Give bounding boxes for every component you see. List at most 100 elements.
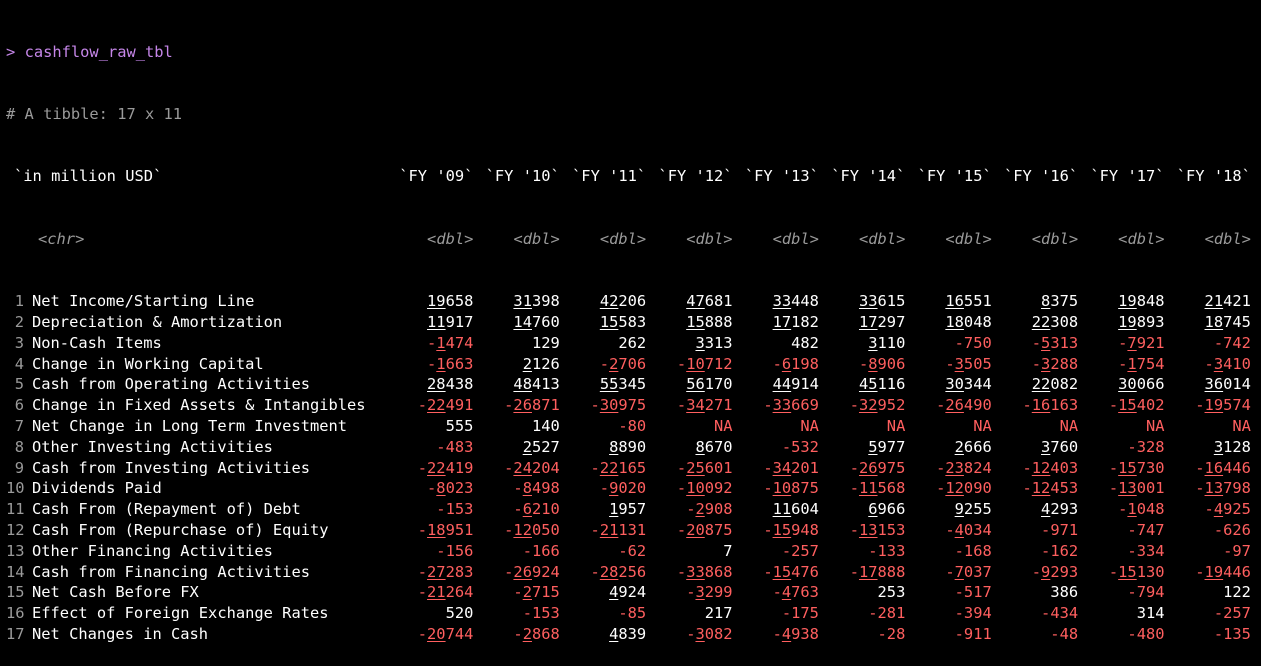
table-cell: 30066 bbox=[1118, 375, 1165, 394]
table-cell: 314 bbox=[1136, 604, 1165, 623]
table-cell: 4924 bbox=[609, 583, 647, 602]
column-header: `FY '17` bbox=[1090, 167, 1165, 186]
table-cell: 21421 bbox=[1204, 292, 1251, 311]
row-label: Cash from Financing Activities bbox=[32, 562, 310, 581]
table-cell: -9293 bbox=[1031, 562, 1079, 581]
table-cell: -28256 bbox=[590, 562, 647, 581]
tibble-info: # A tibble: 17 x 11 bbox=[6, 104, 183, 123]
column-type-label: <chr> bbox=[38, 229, 85, 248]
row-number: 13 bbox=[6, 541, 25, 560]
table-cell: -257 bbox=[1213, 604, 1251, 623]
table-cell: 18048 bbox=[945, 312, 992, 331]
row-label: Cash From (Repayment of) Debt bbox=[32, 500, 301, 519]
table-cell: -480 bbox=[1127, 624, 1165, 643]
table-cell: -11568 bbox=[849, 479, 906, 498]
table-cell: 7 bbox=[723, 541, 733, 560]
table-cell: 19893 bbox=[1118, 312, 1165, 331]
row-label: Other Investing Activities bbox=[32, 437, 273, 456]
table-cell: -10712 bbox=[676, 354, 733, 373]
table-cell: -22491 bbox=[417, 396, 474, 415]
table-row: 14 Cash from Financing Activities -27283 -2… bbox=[6, 562, 1261, 583]
table-row: 17 Net Changes in Cash -20744 -2868 4839 -308… bbox=[6, 624, 1261, 645]
table-cell: -22165 bbox=[590, 458, 647, 477]
row-number: 11 bbox=[6, 500, 25, 519]
table-cell: 8670 bbox=[695, 437, 733, 456]
column-header: `FY '09` bbox=[399, 167, 474, 186]
table-cell: -21264 bbox=[417, 583, 474, 602]
table-cell: -742 bbox=[1213, 333, 1251, 352]
table-cell: -1474 bbox=[427, 333, 474, 352]
table-cell: -971 bbox=[1041, 520, 1079, 539]
table-cell: 262 bbox=[618, 333, 647, 352]
table-cell: -911 bbox=[954, 624, 992, 643]
row-label: Net Cash Before FX bbox=[32, 583, 199, 602]
row-label: Change in Fixed Assets & Intangibles bbox=[32, 396, 366, 415]
table-cell: 30344 bbox=[945, 375, 992, 394]
table-cell: -25601 bbox=[676, 458, 733, 477]
table-cell: 17182 bbox=[772, 312, 819, 331]
table-row: 13 Other Financing Activities -156 -166 -62 7… bbox=[6, 541, 1261, 562]
table-cell: -26871 bbox=[504, 396, 560, 415]
table-cell: 129 bbox=[531, 333, 560, 352]
table-row: 15 Net Cash Before FX -21264 -2715 4924 -3299… bbox=[6, 582, 1261, 603]
table-cell: 6966 bbox=[868, 500, 906, 519]
table-cell: -3082 bbox=[686, 624, 733, 643]
header-row: `in million USD` `FY '09` `FY '10` `FY '11`… bbox=[6, 166, 1261, 187]
column-header: `FY '14` bbox=[831, 167, 906, 186]
table-cell: 33448 bbox=[772, 292, 819, 311]
data-rows: 1 Net Income/Starting Line 19658 31398 42206… bbox=[6, 291, 1261, 645]
table-cell: -4034 bbox=[945, 520, 992, 539]
row-number: 15 bbox=[6, 583, 25, 602]
table-row: 12 Cash From (Repurchase of) Equity -18951… bbox=[6, 520, 1261, 541]
table-cell: -80 bbox=[618, 416, 647, 435]
table-cell: -750 bbox=[954, 333, 992, 352]
table-cell: -21131 bbox=[590, 520, 647, 539]
table-cell: 31398 bbox=[513, 292, 560, 311]
table-cell: -18951 bbox=[417, 520, 474, 539]
table-cell: 2527 bbox=[522, 437, 560, 456]
table-cell: 33615 bbox=[858, 292, 906, 311]
table-cell: -34201 bbox=[763, 458, 819, 477]
row-number: 17 bbox=[6, 624, 25, 643]
table-cell: NA bbox=[714, 416, 733, 435]
table-cell: 5977 bbox=[868, 437, 906, 456]
table-cell: -257 bbox=[781, 541, 819, 560]
table-cell: -1663 bbox=[427, 354, 474, 373]
type-row: <chr> <dbl> <dbl> <dbl> <dbl> <dbl> <dbl> <dbl>… bbox=[6, 229, 1261, 250]
row-number: 8 bbox=[14, 437, 24, 456]
table-cell: -15730 bbox=[1108, 458, 1165, 477]
table-cell: -22419 bbox=[417, 458, 474, 477]
table-cell: 2666 bbox=[954, 437, 992, 456]
table-cell: -2868 bbox=[513, 624, 560, 643]
prompt-symbol: > bbox=[6, 42, 16, 61]
table-cell: -1048 bbox=[1118, 500, 1165, 519]
table-cell: 8890 bbox=[609, 437, 647, 456]
table-cell: 47681 bbox=[686, 292, 733, 311]
table-cell: -175 bbox=[781, 604, 819, 623]
table-cell: -97 bbox=[1223, 541, 1251, 560]
table-cell: 15888 bbox=[686, 312, 733, 331]
table-cell: 11917 bbox=[427, 312, 474, 331]
row-label: Other Financing Activities bbox=[32, 541, 273, 560]
table-cell: -4763 bbox=[772, 583, 819, 602]
table-cell: 4293 bbox=[1041, 500, 1079, 519]
table-cell: -33868 bbox=[676, 562, 733, 581]
table-cell: -10875 bbox=[763, 479, 819, 498]
table-cell: 3128 bbox=[1213, 437, 1251, 456]
table-cell: -15476 bbox=[763, 562, 819, 581]
table-cell: 11604 bbox=[772, 500, 819, 519]
table-cell: -15402 bbox=[1108, 396, 1165, 415]
table-cell: -328 bbox=[1127, 437, 1165, 456]
table-cell: -8498 bbox=[513, 479, 560, 498]
table-cell: -62 bbox=[618, 541, 647, 560]
table-cell: NA bbox=[1059, 416, 1079, 435]
table-cell: -13798 bbox=[1195, 479, 1251, 498]
table-cell: -19574 bbox=[1195, 396, 1251, 415]
table-cell: 253 bbox=[877, 583, 906, 602]
row-number: 3 bbox=[14, 333, 24, 352]
table-cell: -153 bbox=[522, 604, 560, 623]
table-cell: -3299 bbox=[686, 583, 733, 602]
table-cell: -747 bbox=[1127, 520, 1165, 539]
column-type: <dbl> bbox=[686, 229, 733, 248]
